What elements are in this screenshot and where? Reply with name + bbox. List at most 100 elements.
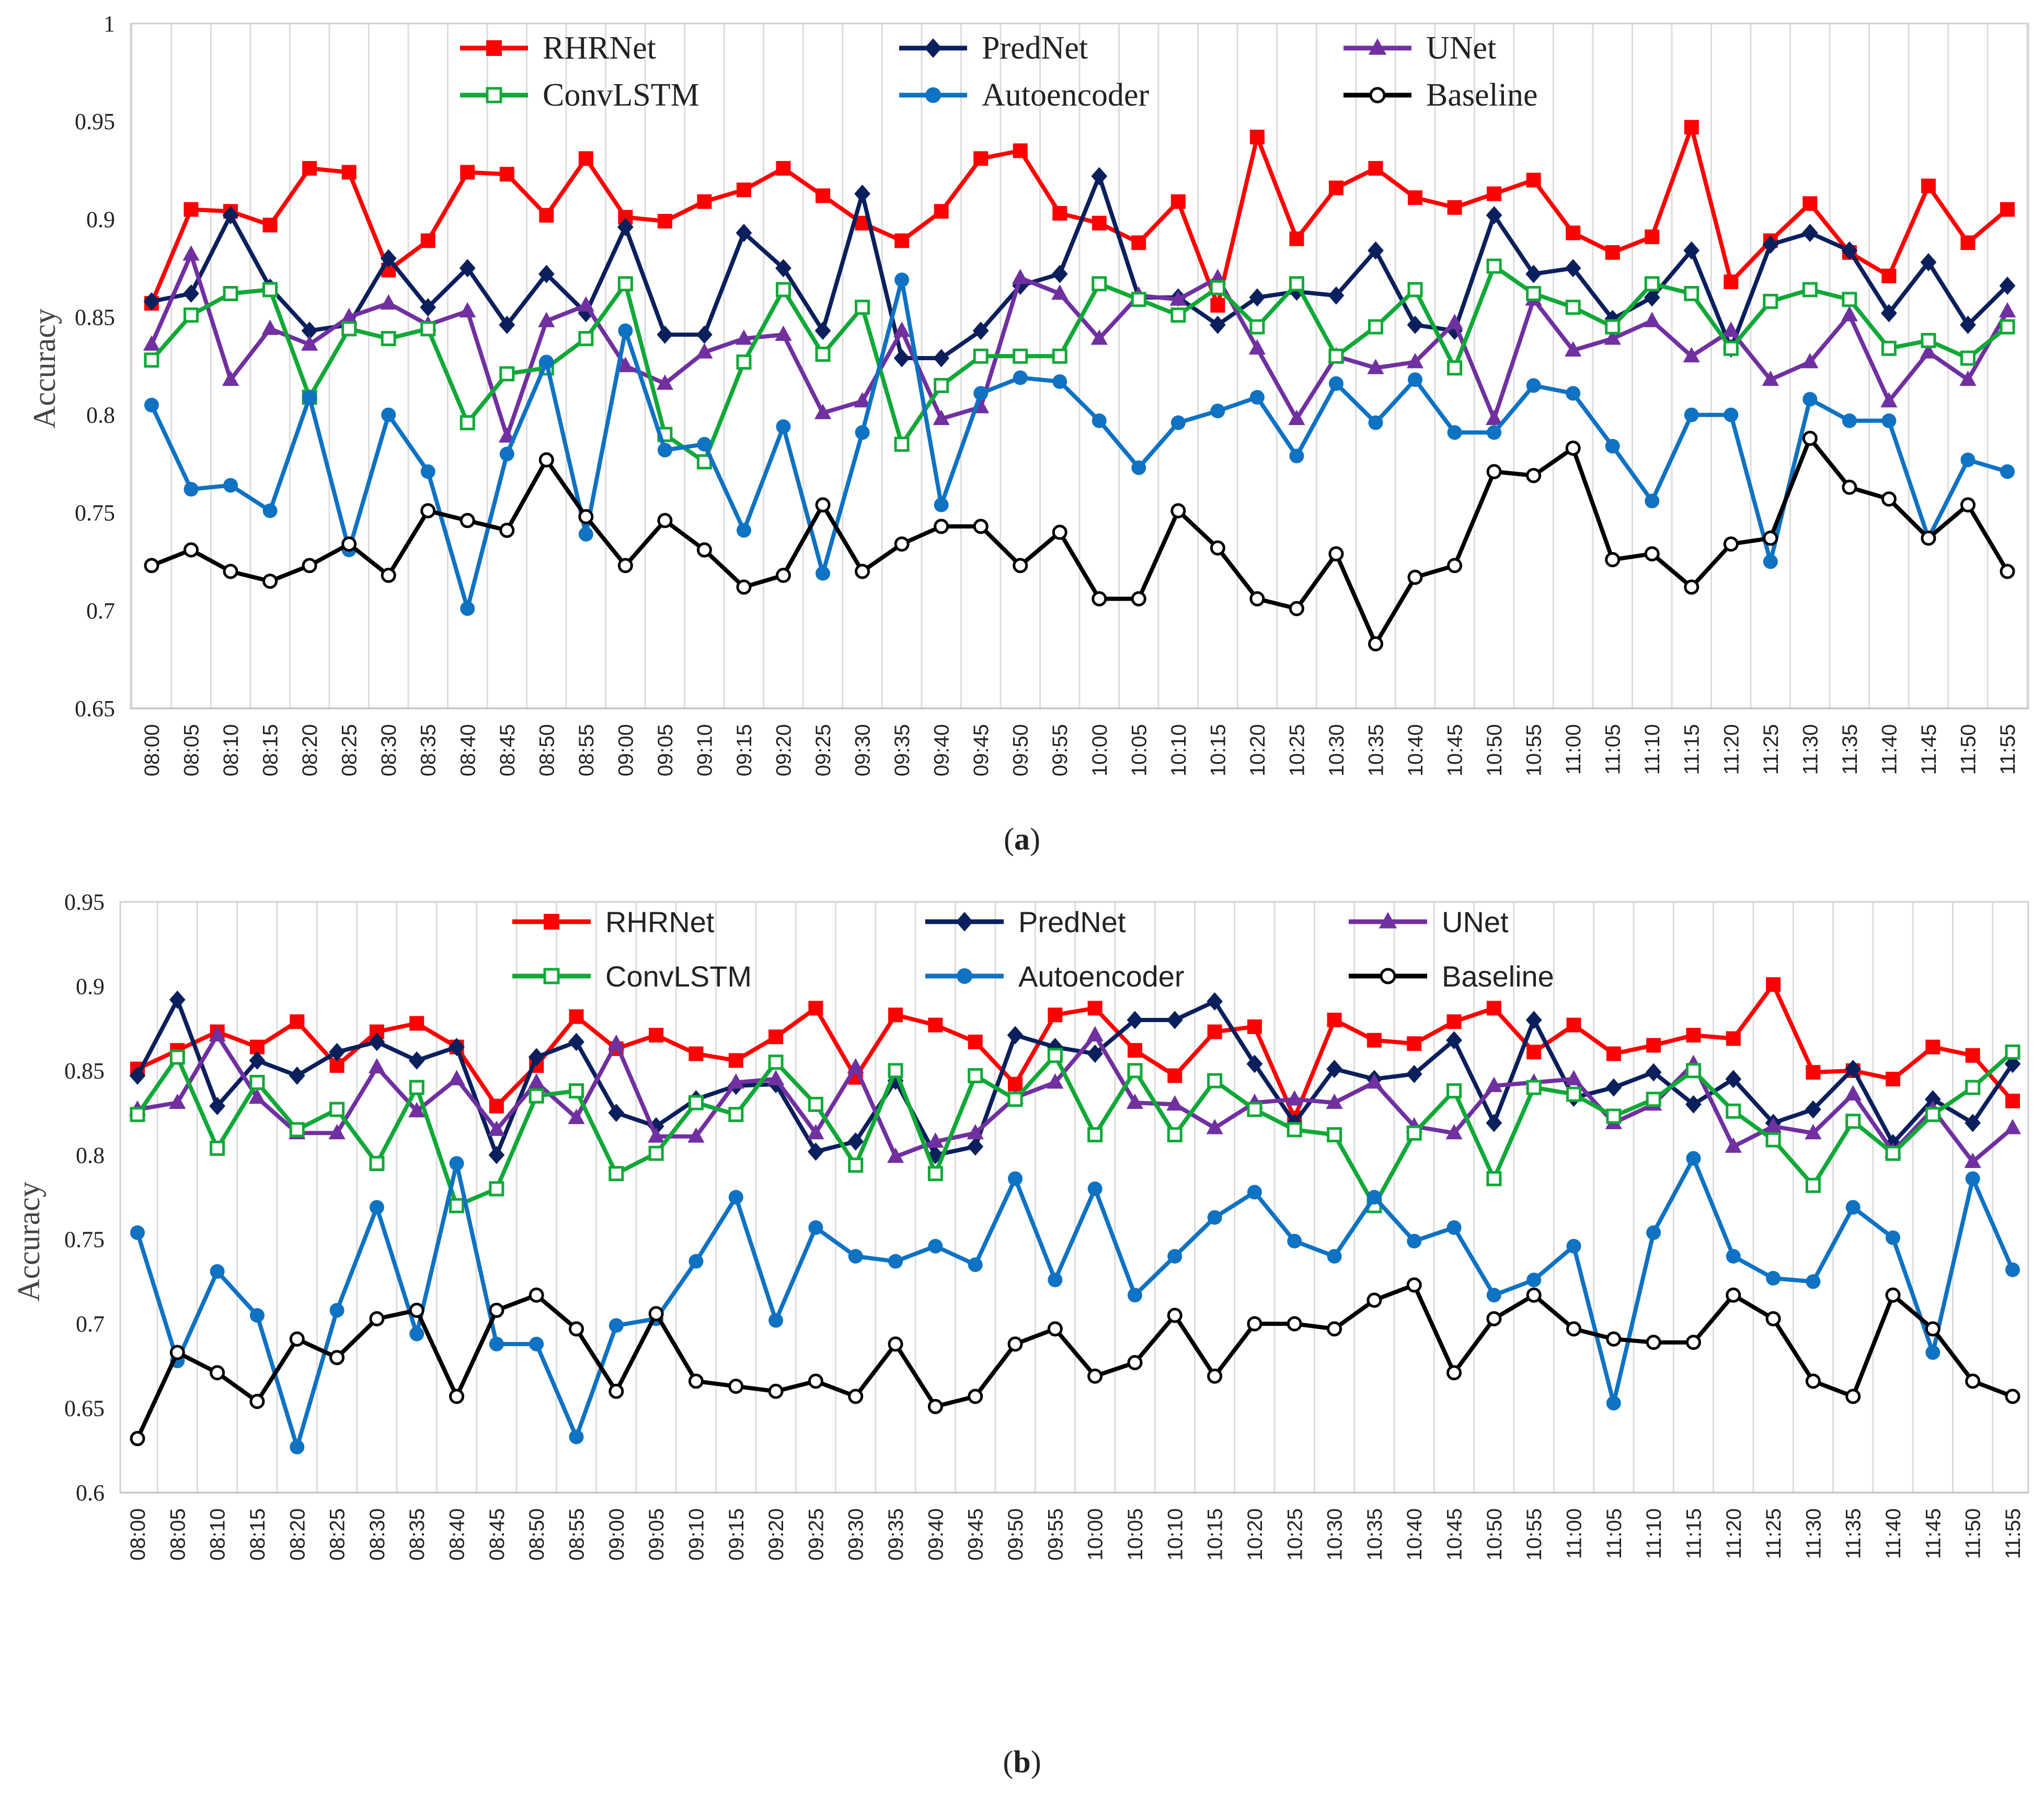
data-point xyxy=(894,437,910,452)
data-point xyxy=(144,352,159,368)
data-point xyxy=(617,276,633,292)
x-tick-label: 10:05 xyxy=(1128,724,1151,776)
data-point xyxy=(1286,1090,1303,1106)
x-tick-label: 11:20 xyxy=(1723,1508,1746,1559)
data-point xyxy=(210,1140,225,1156)
data-point xyxy=(1486,206,1502,225)
legend-label: PredNet xyxy=(1018,905,1126,938)
data-point xyxy=(1646,1038,1661,1053)
data-point xyxy=(973,386,989,401)
x-tick-label: 10:25 xyxy=(1285,724,1308,776)
data-point xyxy=(657,214,672,229)
data-point xyxy=(1087,1181,1103,1196)
data-point xyxy=(1249,389,1265,405)
data-point xyxy=(1645,1063,1662,1082)
y-tick-label: 0.75 xyxy=(75,500,115,526)
data-point xyxy=(815,347,831,362)
data-point xyxy=(888,1254,903,1269)
x-tick-label: 09:05 xyxy=(654,724,677,776)
data-point xyxy=(893,322,911,337)
data-point xyxy=(887,1148,904,1163)
data-point xyxy=(1127,1288,1142,1303)
data-point xyxy=(1526,378,1541,393)
data-point xyxy=(1087,1001,1103,1016)
data-point xyxy=(1127,1063,1143,1079)
data-point xyxy=(808,1220,823,1235)
data-point xyxy=(1726,1031,1741,1046)
data-point xyxy=(893,349,910,368)
y-tick-label: 0.7 xyxy=(86,598,115,624)
data-point xyxy=(927,1166,943,1182)
data-point xyxy=(1127,1043,1142,1058)
x-tick-label: 08:10 xyxy=(220,724,243,776)
x-tick-label: 10:45 xyxy=(1444,724,1467,776)
legend-item: UNet xyxy=(1349,905,1509,938)
data-point xyxy=(1131,292,1146,307)
data-point xyxy=(302,558,317,574)
data-point xyxy=(539,208,554,223)
data-point xyxy=(1289,601,1304,616)
data-point xyxy=(1486,258,1502,274)
data-point xyxy=(368,1058,386,1074)
data-point xyxy=(1249,591,1265,606)
data-point xyxy=(1447,558,1463,574)
data-point xyxy=(697,194,712,209)
data-point xyxy=(1566,1321,1581,1337)
data-point xyxy=(1921,333,1936,348)
data-point xyxy=(648,1127,665,1143)
x-tick-label: 09:45 xyxy=(964,1508,987,1561)
x-tick-label: 08:50 xyxy=(525,1508,548,1561)
data-point xyxy=(1762,235,1779,254)
data-point xyxy=(1486,1311,1502,1326)
data-point xyxy=(1207,992,1223,1011)
data-point xyxy=(1881,413,1897,428)
data-point xyxy=(1131,460,1146,475)
data-point xyxy=(409,1080,424,1095)
data-point xyxy=(380,294,397,310)
legend-swatch-marker xyxy=(543,968,560,984)
data-point xyxy=(289,1331,305,1347)
data-point xyxy=(1845,1200,1861,1215)
data-point xyxy=(1365,1073,1383,1089)
data-point xyxy=(1013,370,1028,385)
data-point xyxy=(728,1053,743,1068)
data-point xyxy=(448,1070,465,1085)
x-tick-label: 11:05 xyxy=(1602,724,1625,775)
data-point xyxy=(736,182,751,198)
data-point xyxy=(848,1157,864,1173)
data-point xyxy=(1605,245,1620,260)
data-point xyxy=(1645,229,1660,244)
series-autoencoder xyxy=(130,1151,2020,1454)
data-point xyxy=(302,160,317,176)
data-point xyxy=(1210,540,1225,556)
y-tick-label: 0.85 xyxy=(75,304,115,330)
data-point xyxy=(210,1264,225,1279)
data-point xyxy=(1566,1239,1581,1254)
data-point xyxy=(460,415,475,431)
data-point xyxy=(1606,1108,1622,1124)
data-point xyxy=(933,349,950,368)
data-point xyxy=(1646,1225,1661,1240)
data-point xyxy=(1881,268,1897,283)
data-point xyxy=(1485,409,1503,425)
data-point xyxy=(649,1028,664,1043)
data-point xyxy=(1013,558,1028,574)
data-point xyxy=(1048,1272,1063,1288)
data-point xyxy=(409,1326,424,1342)
x-tick-label: 08:55 xyxy=(575,724,598,776)
data-point xyxy=(1683,241,1700,260)
data-point xyxy=(1051,265,1068,283)
data-point xyxy=(538,452,554,468)
series-line xyxy=(135,1282,2014,1440)
data-point xyxy=(183,284,199,303)
chart-panel-a: 0.650.70.750.80.850.90.951 08:00 08:05 08:… xyxy=(27,11,2029,856)
data-point xyxy=(1605,319,1621,335)
x-tick-label: 09:30 xyxy=(845,1508,868,1561)
y-tick-label: 0.85 xyxy=(64,1058,105,1084)
legend-label: RHRNet xyxy=(605,905,715,938)
data-point xyxy=(1645,494,1660,509)
data-point xyxy=(1845,1060,1862,1079)
data-point xyxy=(1207,1210,1222,1225)
data-point xyxy=(223,478,238,493)
data-point xyxy=(776,567,791,583)
